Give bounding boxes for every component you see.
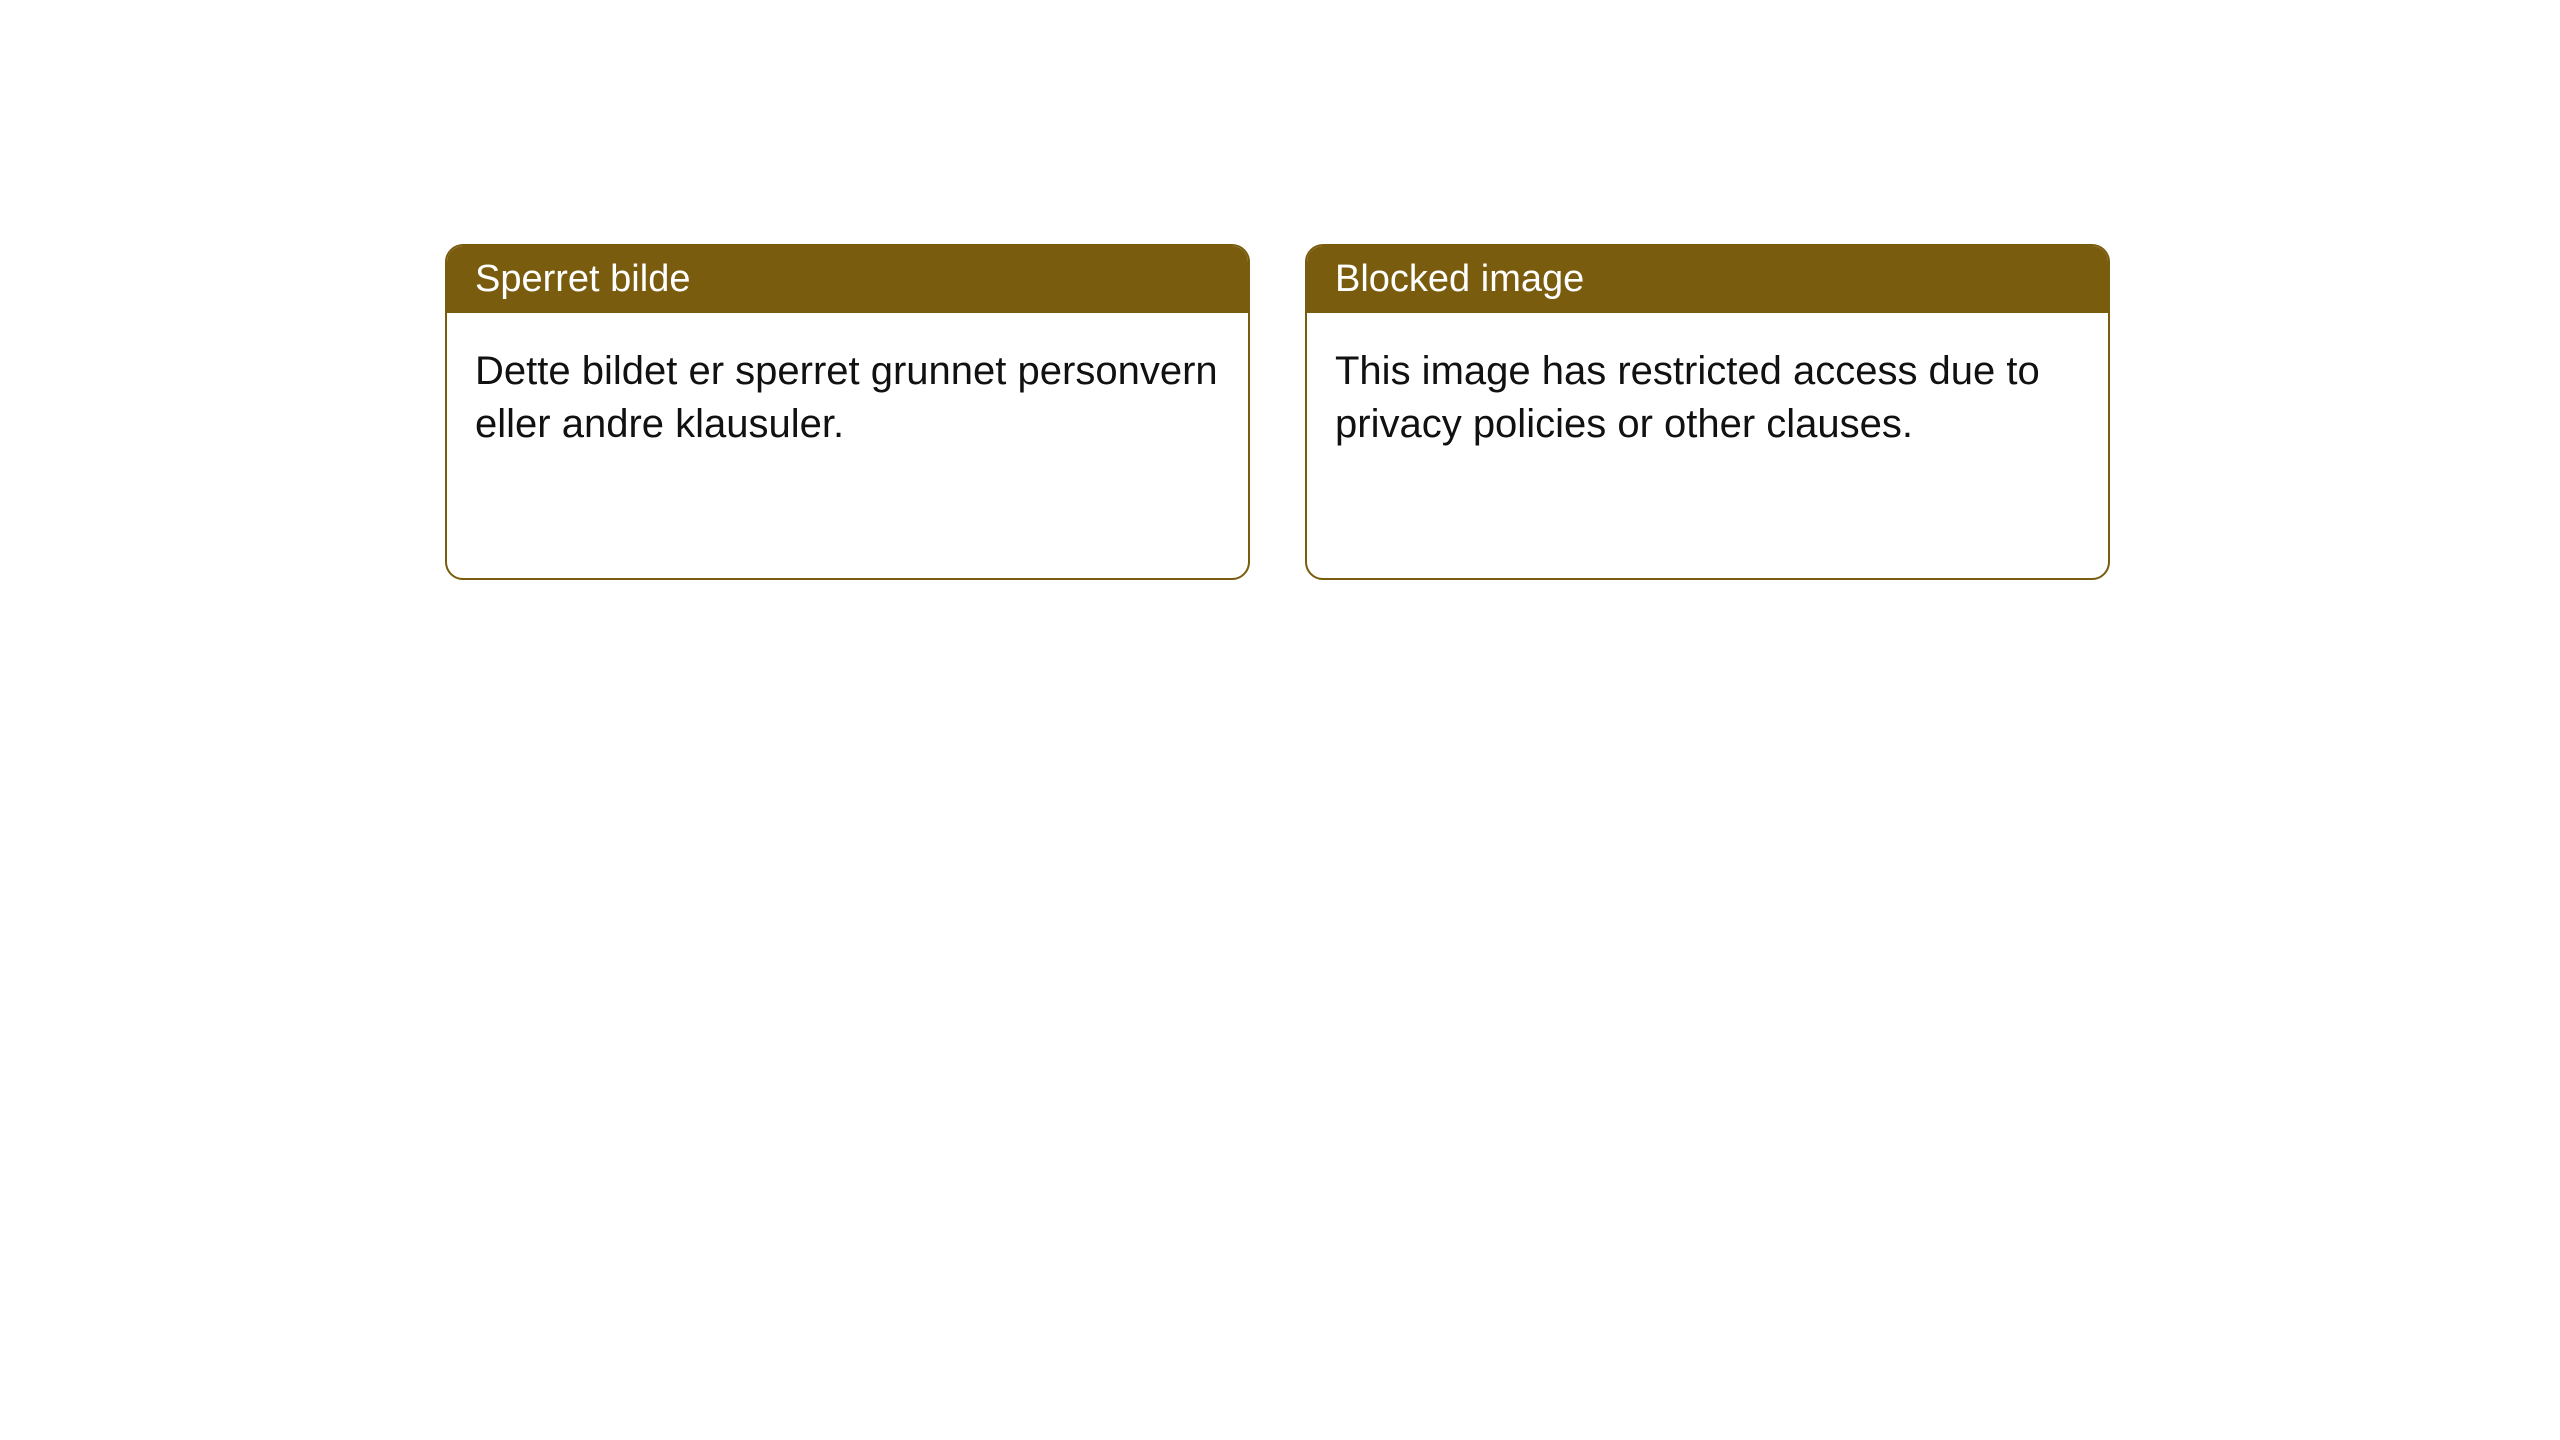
notice-card-norwegian: Sperret bilde Dette bildet er sperret gr… [445, 244, 1250, 580]
card-body: Dette bildet er sperret grunnet personve… [447, 313, 1248, 483]
card-header: Sperret bilde [447, 246, 1248, 313]
card-title: Sperret bilde [475, 258, 690, 300]
notice-card-english: Blocked image This image has restricted … [1305, 244, 2110, 580]
card-body: This image has restricted access due to … [1307, 313, 2108, 483]
notice-cards-container: Sperret bilde Dette bildet er sperret gr… [445, 244, 2110, 580]
card-body-text: This image has restricted access due to … [1335, 349, 2040, 446]
card-title: Blocked image [1335, 258, 1584, 300]
card-header: Blocked image [1307, 246, 2108, 313]
card-body-text: Dette bildet er sperret grunnet personve… [475, 349, 1218, 446]
